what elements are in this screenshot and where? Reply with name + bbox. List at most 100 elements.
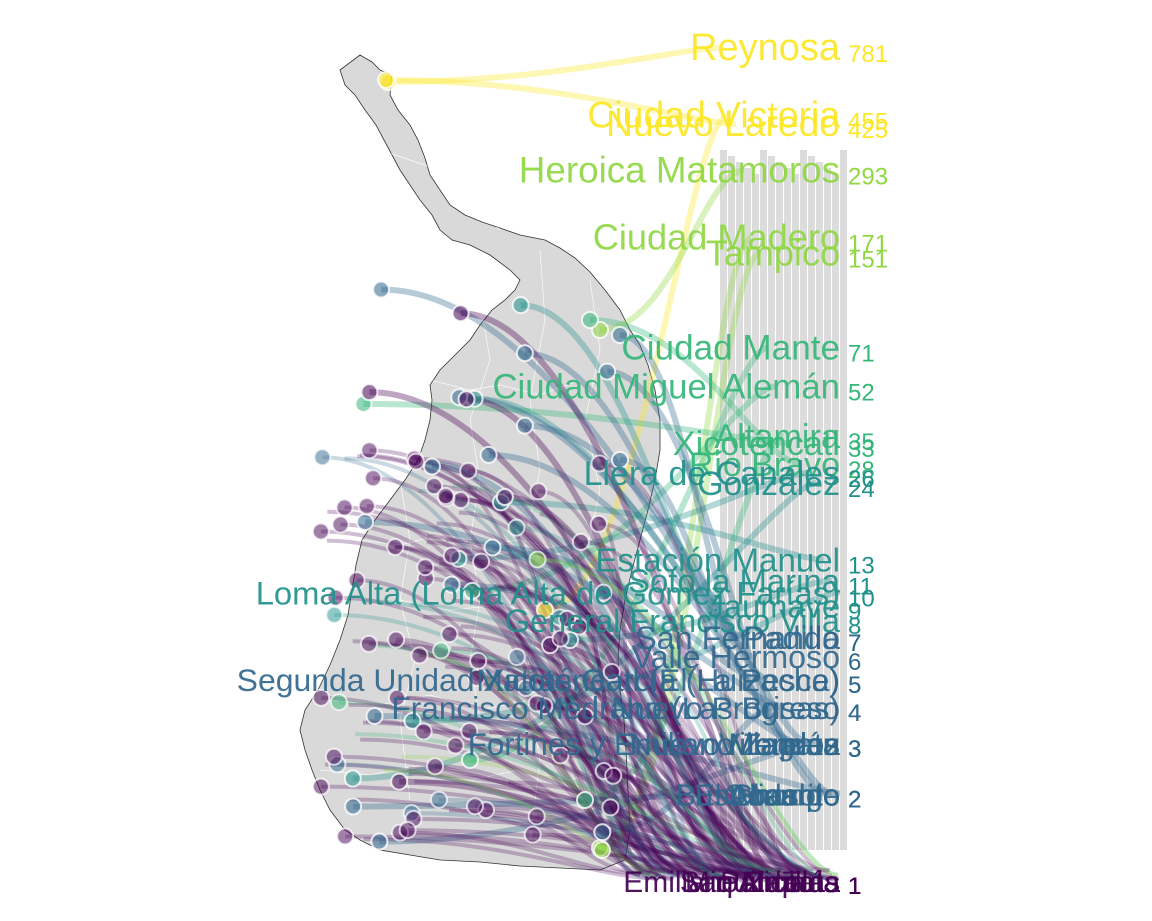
rank-value: 455 [848, 108, 888, 135]
rank-value: 7 [848, 630, 861, 657]
flow-line [412, 589, 841, 724]
location-point [416, 558, 435, 577]
flow-line [611, 669, 771, 876]
place-label: Palmillas [720, 866, 840, 899]
location-point [529, 482, 548, 501]
location-point [551, 629, 570, 648]
rank-values: 7814554252931711517152353328262413111098… [848, 41, 888, 900]
flow-line [613, 773, 763, 878]
flow-line [410, 602, 822, 879]
flow-line [363, 720, 782, 873]
flow-line [365, 519, 785, 710]
location-point [398, 821, 417, 840]
flow-line [414, 456, 833, 878]
flow-line [397, 695, 669, 873]
location-point [495, 488, 514, 507]
flow-line [472, 383, 777, 594]
flow-line [452, 483, 839, 877]
flow-line [356, 578, 652, 875]
flow-line [578, 624, 658, 881]
rank-value: 4 [848, 700, 861, 727]
flow-line [459, 548, 797, 875]
location-point [311, 777, 330, 796]
location-point [463, 581, 482, 600]
place-label: Jaumave [708, 588, 840, 625]
flow-line [369, 448, 766, 873]
flow-line [340, 522, 702, 873]
flow-line [445, 664, 691, 874]
flow-line [478, 658, 763, 876]
flow-line [560, 636, 748, 879]
location-point [457, 390, 476, 409]
location-point [598, 362, 617, 381]
location-point [527, 694, 546, 713]
flow-line [431, 463, 721, 797]
location-point [602, 662, 621, 681]
rank-column [808, 156, 815, 850]
flow-line [489, 730, 779, 882]
place-label: Aldama [738, 866, 840, 899]
flow-line [352, 480, 817, 782]
flow-line [538, 489, 732, 880]
rank-value: 2 [848, 786, 861, 813]
location-point [594, 583, 613, 602]
location-point [460, 722, 479, 741]
location-point [459, 461, 478, 480]
location-point [593, 841, 611, 859]
flow-line [408, 766, 709, 876]
flow-line [554, 648, 729, 881]
flow-line [451, 646, 728, 881]
flow-line [500, 499, 825, 563]
flow-line [598, 521, 792, 873]
place-label: Ciudad Madero [593, 217, 840, 258]
flow-line [603, 590, 722, 879]
flow-line [544, 112, 730, 613]
rank-value: 33 [848, 436, 875, 463]
place-label: Soto la Marina [628, 562, 841, 599]
place-label: Abasolo [729, 777, 840, 812]
location-point [343, 769, 362, 788]
flow-line [460, 624, 716, 874]
flow-line [616, 702, 807, 877]
location-point [440, 625, 459, 644]
rank-value: 35 [848, 429, 875, 456]
location-point [403, 711, 422, 730]
flow-line [363, 400, 793, 447]
flow-line [441, 648, 767, 874]
flow-line [449, 716, 833, 881]
flow-line [423, 614, 819, 878]
rank-value: 1 [848, 873, 861, 900]
flow-line [516, 525, 799, 880]
flow-line [601, 250, 762, 853]
rank-value: 8 [848, 613, 861, 640]
flow-line [423, 729, 752, 881]
rank-value: 28 [848, 457, 875, 484]
location-point [422, 457, 441, 476]
rank-value: 13 [848, 553, 875, 580]
rank-value: 6 [848, 649, 861, 676]
flow-line [366, 504, 700, 879]
rank-column [832, 174, 839, 850]
flow-line [511, 555, 713, 873]
location-point [326, 588, 345, 607]
location-point [507, 647, 526, 666]
location-point [507, 518, 526, 537]
flow-line [599, 461, 807, 882]
location-point [446, 736, 465, 755]
flow-line [536, 814, 711, 878]
flow-line [610, 805, 686, 874]
place-label: Valle Hermoso [632, 639, 840, 675]
location-point [359, 634, 378, 653]
location-point [410, 646, 429, 665]
rank-column [824, 168, 831, 850]
flow-line [445, 537, 797, 879]
location-point [360, 383, 379, 402]
rank-value: 425 [848, 117, 888, 144]
place-label: San Fernando [635, 620, 840, 656]
location-point [527, 807, 546, 826]
location-point [601, 798, 620, 817]
flow-line [414, 779, 837, 880]
rank-value: 171 [848, 231, 888, 258]
location-point [442, 546, 461, 565]
place-label: Hidalgo [735, 777, 840, 812]
